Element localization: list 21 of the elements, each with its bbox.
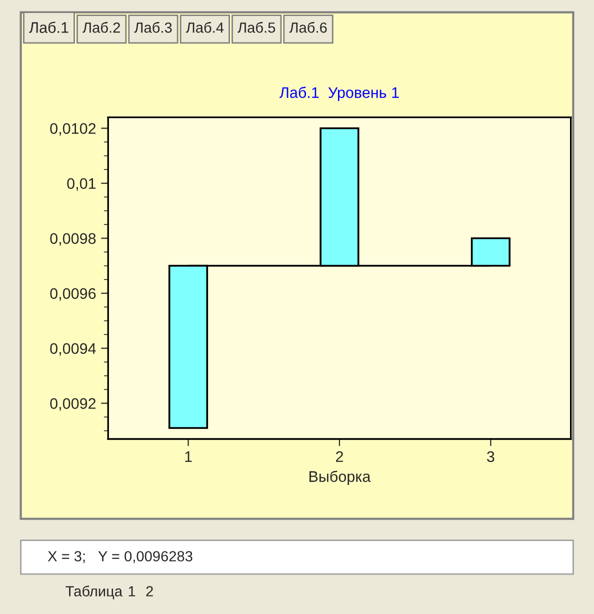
chart-title: Лаб.1 Уровень 1	[280, 86, 399, 101]
y-tick-label: 0,0094	[50, 343, 96, 356]
y-tick-label: 0,0098	[50, 233, 96, 246]
text: Лаб.5	[238, 22, 276, 33]
x-tick-label: 3	[487, 451, 494, 462]
text: Лаб.3	[134, 22, 172, 33]
x-axis-title: Выборка	[310, 470, 371, 485]
x-tick-label: 2	[336, 451, 343, 462]
x-tick-label: 1	[185, 451, 192, 462]
y-tick-label: 0,0092	[50, 398, 96, 411]
text: Лаб.6	[289, 22, 327, 33]
y-tick-label: 0,0102	[50, 123, 96, 136]
text: 1	[128, 586, 136, 596]
y-tick-label: 0,01	[67, 178, 96, 191]
text: Лаб.4	[186, 22, 224, 33]
text: X = 3; Y = 0,0096283	[48, 551, 192, 564]
text: Таблица	[66, 586, 123, 600]
text: 2	[146, 586, 153, 596]
text: Лаб.1	[29, 22, 68, 33]
y-tick-label: 0,0096	[50, 288, 96, 301]
text: Лаб.2	[82, 22, 120, 33]
